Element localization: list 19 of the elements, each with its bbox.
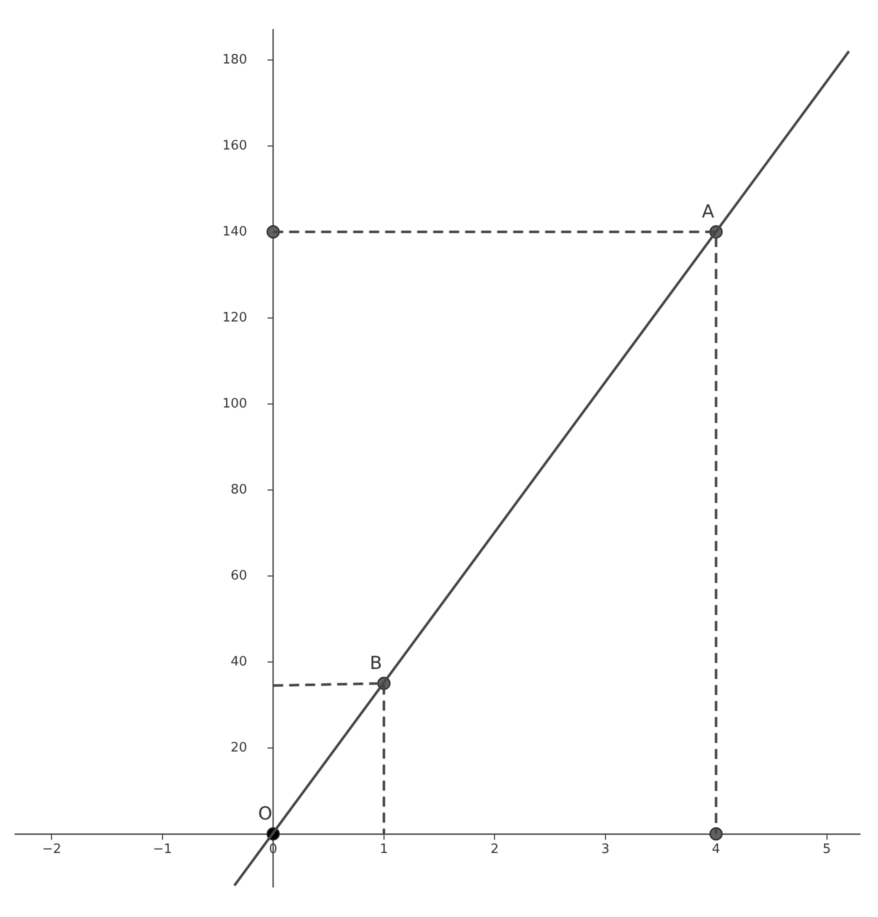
y-tick-label: 20	[230, 740, 274, 756]
y-tick-label: 120	[222, 310, 274, 326]
x-tick-label: 3	[601, 842, 610, 858]
y-tick-label: 140	[222, 224, 274, 240]
y-tick-label: 40	[230, 654, 274, 670]
x-tick-label: 5	[822, 842, 831, 858]
y-tick-label: 80	[230, 482, 274, 498]
x-tick-label: 4	[712, 842, 720, 858]
x-tick-label: 1	[380, 842, 388, 858]
x-tick-label: −1	[152, 842, 172, 858]
y-tick-label: 160	[222, 138, 274, 154]
x-tick-label: −2	[42, 842, 62, 858]
annotation: O	[258, 804, 272, 825]
annotation: B	[370, 653, 382, 674]
y-tick-label: 180	[222, 52, 274, 68]
y-tick-label: 100	[222, 396, 274, 412]
annotation: A	[702, 202, 715, 223]
x-tick-label: 2	[490, 842, 499, 858]
y-tick-label: 60	[230, 568, 274, 584]
